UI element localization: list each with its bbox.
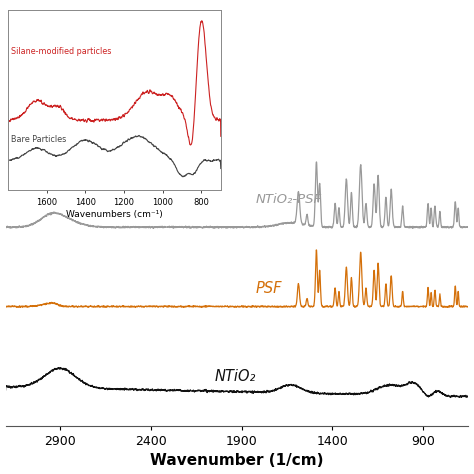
X-axis label: Wavenumber (1/cm): Wavenumber (1/cm): [150, 454, 324, 468]
Text: NTiO₂-PSF: NTiO₂-PSF: [256, 193, 322, 206]
Text: PSF: PSF: [256, 281, 283, 296]
Text: NTiO₂: NTiO₂: [214, 369, 255, 384]
